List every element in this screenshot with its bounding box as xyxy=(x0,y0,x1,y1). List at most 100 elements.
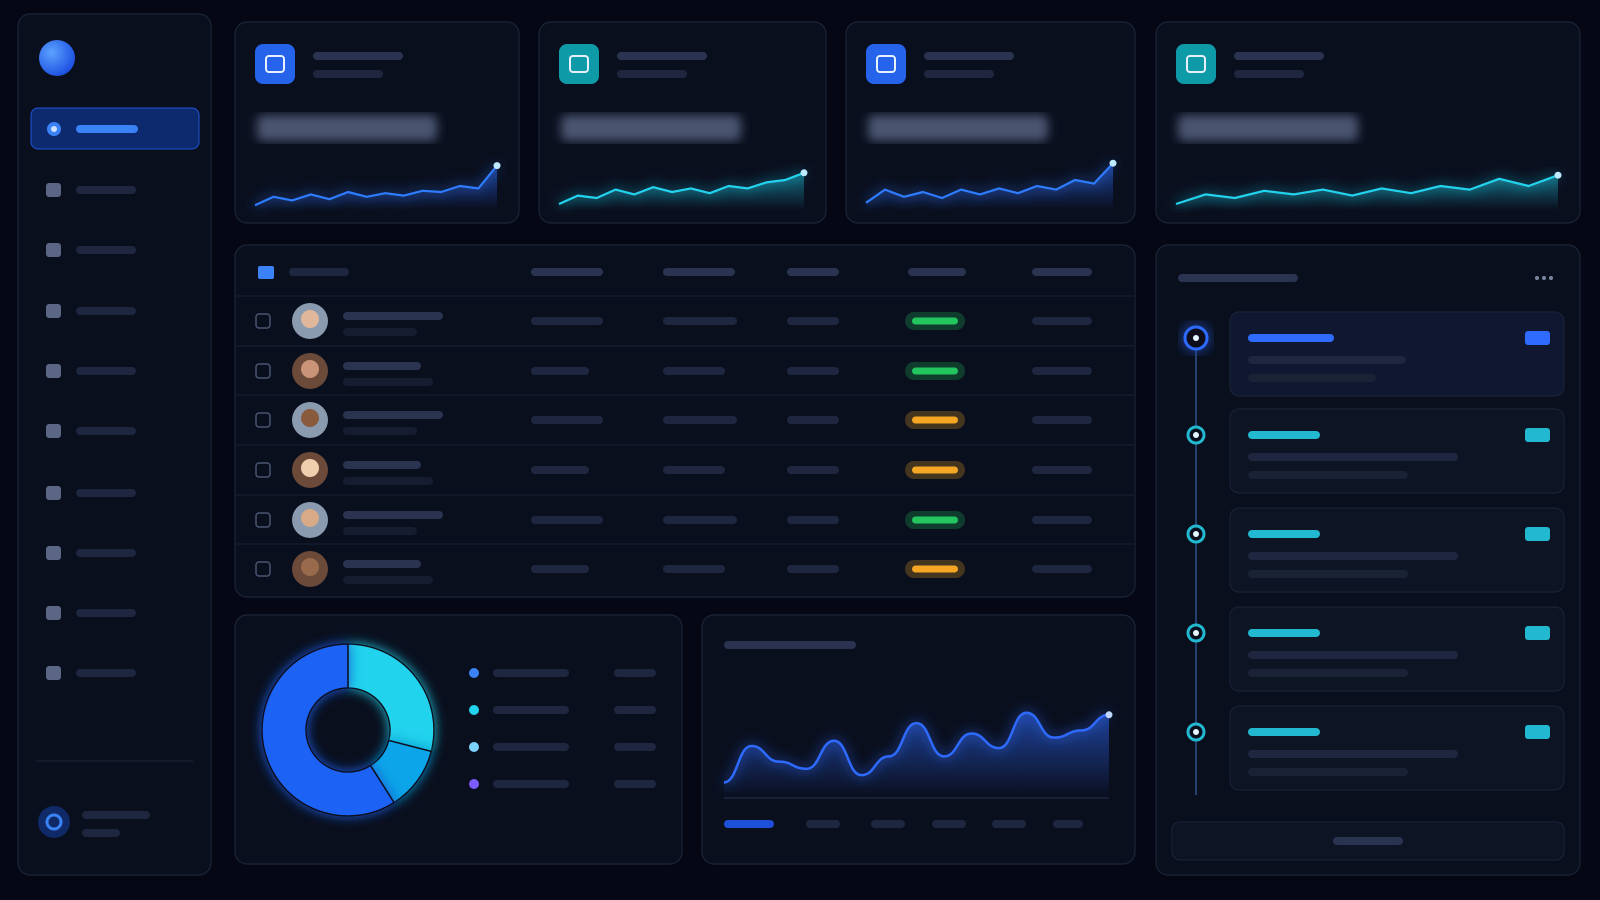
placeholder-bar xyxy=(531,416,603,424)
placeholder-bar xyxy=(1248,552,1458,560)
column-header xyxy=(1032,268,1092,276)
sparkline xyxy=(1175,174,1559,206)
placeholder-bar xyxy=(343,461,421,469)
row-checkbox[interactable] xyxy=(255,561,271,577)
sparkline-end xyxy=(493,162,501,170)
nav-icon[interactable] xyxy=(46,243,61,257)
nav-icon[interactable] xyxy=(46,304,61,318)
nav-icon[interactable] xyxy=(46,183,61,197)
placeholder-bar xyxy=(787,317,839,325)
kpi-icon-glyph xyxy=(876,55,896,73)
row-checkbox[interactable] xyxy=(255,313,271,329)
placeholder-bar xyxy=(787,367,839,375)
placeholder-bar xyxy=(1248,453,1458,461)
timeline-badge xyxy=(1525,428,1550,442)
timeline-node-dot xyxy=(1193,630,1199,636)
placeholder-bar xyxy=(343,362,421,370)
avatar-face xyxy=(301,360,319,378)
sparkline-end xyxy=(1554,171,1562,179)
nav-icon[interactable] xyxy=(46,424,61,438)
nav-icon-dot xyxy=(51,126,57,132)
placeholder-bar xyxy=(787,516,839,524)
menu-dot[interactable] xyxy=(1535,276,1539,280)
placeholder-bar xyxy=(1248,334,1334,342)
avatar-face xyxy=(301,509,319,527)
placeholder-bar xyxy=(1248,570,1408,578)
placeholder-bar xyxy=(343,411,443,419)
placeholder-bar xyxy=(663,565,725,573)
placeholder-bar xyxy=(343,527,417,535)
table-icon xyxy=(258,266,274,279)
placeholder-bar xyxy=(1032,416,1092,424)
nav-icon[interactable] xyxy=(46,546,61,560)
placeholder-bar xyxy=(1248,750,1458,758)
chart-tab xyxy=(871,820,905,828)
timeline-item xyxy=(1229,705,1565,791)
placeholder-bar xyxy=(1178,274,1298,282)
row-checkbox[interactable] xyxy=(255,412,271,428)
kpi-value-blurred xyxy=(1178,115,1358,141)
nav-icon[interactable] xyxy=(46,364,61,378)
placeholder-bar xyxy=(1248,629,1320,637)
placeholder-bar xyxy=(1333,837,1403,845)
placeholder-bar xyxy=(614,780,656,788)
placeholder-bar xyxy=(343,328,417,336)
nav-label xyxy=(76,246,136,254)
legend-dot xyxy=(469,779,479,789)
placeholder-bar xyxy=(343,511,443,519)
placeholder-bar xyxy=(343,378,433,386)
chart-tab-active xyxy=(724,820,774,828)
status-pill-inner xyxy=(912,516,958,524)
nav-icon[interactable] xyxy=(46,486,61,500)
placeholder-bar xyxy=(1248,669,1408,677)
sidebar xyxy=(17,13,212,876)
placeholder-bar xyxy=(1032,367,1092,375)
placeholder-bar xyxy=(663,367,725,375)
menu-dot[interactable] xyxy=(1549,276,1553,280)
menu-dot[interactable] xyxy=(1542,276,1546,280)
sparkline xyxy=(865,162,1114,204)
area-fill xyxy=(724,712,1109,798)
placeholder-bar xyxy=(614,669,656,677)
timeline-badge xyxy=(1525,331,1550,345)
placeholder-bar xyxy=(493,669,569,677)
legend-dot xyxy=(469,668,479,678)
row-checkbox[interactable] xyxy=(255,462,271,478)
timeline-item xyxy=(1229,311,1565,397)
placeholder-bar xyxy=(924,70,994,78)
user-avatar xyxy=(38,806,70,838)
avatar-face xyxy=(301,409,319,427)
kpi-value-blurred xyxy=(561,115,741,141)
row-checkbox[interactable] xyxy=(255,363,271,379)
column-header xyxy=(531,268,603,276)
kpi-value-blurred xyxy=(257,115,437,141)
chart-tab xyxy=(992,820,1026,828)
placeholder-bar xyxy=(1248,356,1406,364)
sparkline-area xyxy=(866,163,1113,210)
placeholder-bar xyxy=(493,780,569,788)
chart-tab xyxy=(1053,820,1083,828)
sparkline xyxy=(254,164,498,207)
placeholder-bar xyxy=(1234,52,1324,60)
nav-icon[interactable] xyxy=(46,666,61,680)
placeholder-bar xyxy=(787,565,839,573)
donut-segment xyxy=(347,643,435,753)
timeline-item xyxy=(1229,408,1565,494)
placeholder-bar xyxy=(1032,466,1092,474)
placeholder-bar xyxy=(289,268,349,276)
placeholder-bar xyxy=(82,829,120,837)
placeholder-bar xyxy=(787,416,839,424)
row-checkbox[interactable] xyxy=(255,512,271,528)
nav-icon[interactable] xyxy=(46,606,61,620)
placeholder-bar xyxy=(1032,516,1092,524)
placeholder-bar xyxy=(617,70,687,78)
kpi-icon xyxy=(1176,44,1216,84)
placeholder-bar xyxy=(313,70,383,78)
placeholder-bar xyxy=(1248,431,1320,439)
kpi-icon-glyph xyxy=(265,55,285,73)
nav-label xyxy=(76,367,136,375)
placeholder-bar xyxy=(1032,317,1092,325)
kpi-icon-glyph xyxy=(569,55,589,73)
avatar-face xyxy=(301,310,319,328)
